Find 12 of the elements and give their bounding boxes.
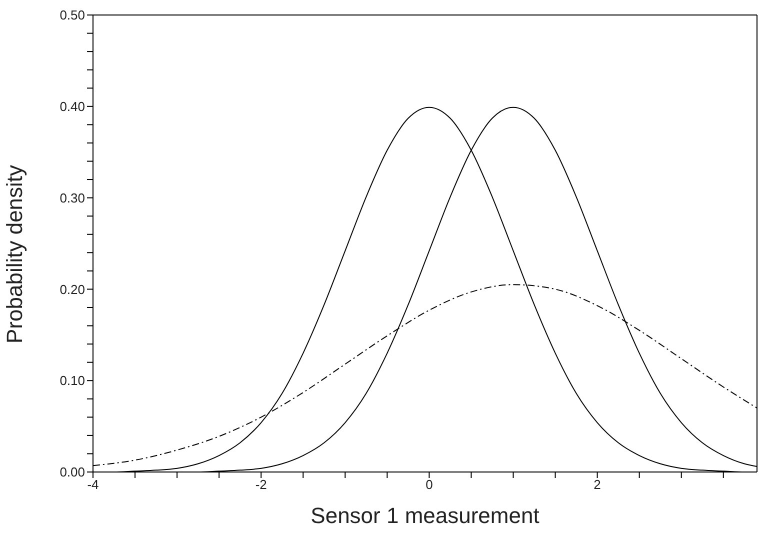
y-tick-label: 0.00 [60,464,85,480]
x-axis-title: Sensor 1 measurement [310,503,540,528]
y-tick-label: 0.50 [60,8,85,23]
y-tick-label: 0.10 [60,373,85,388]
x-tick-label: -4 [87,477,99,492]
y-axis-title: Probability density [2,164,27,344]
y-tick-label: 0.20 [60,282,85,297]
y-tick-label: 0.30 [60,190,85,206]
x-tick-label: 0 [426,477,433,492]
x-tick-label: -2 [255,477,267,492]
y-tick-label: 0.40 [60,99,85,114]
x-tick-label: 2 [594,477,601,492]
